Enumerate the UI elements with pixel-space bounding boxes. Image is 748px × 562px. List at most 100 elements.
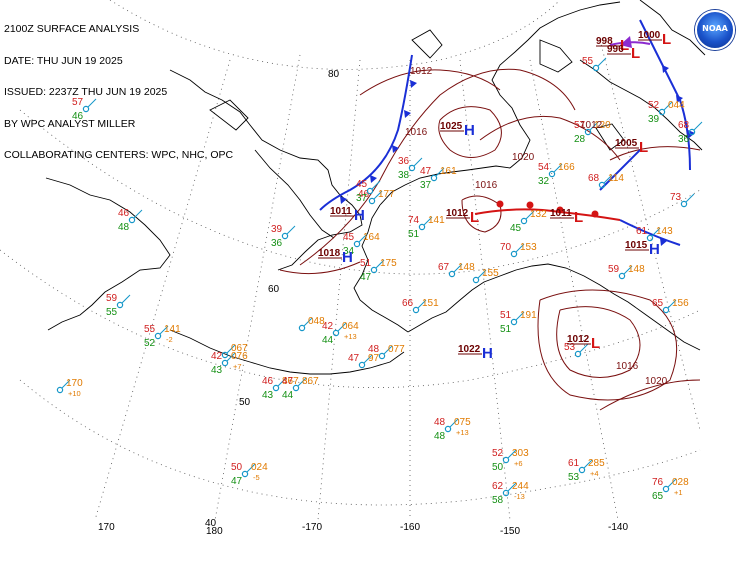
wind-barb (453, 263, 463, 273)
noaa-logo: NOAA (695, 10, 735, 50)
stations-layer: 57 46 46 48 59 55 55 141 52 -2 170+10 42 076 43 +7 46 86… (56, 56, 703, 506)
station-dewpoint: 55 (106, 307, 118, 318)
wind-barb (525, 210, 535, 220)
station-temperature: 42 (211, 351, 223, 362)
high-center-symbol: H (482, 345, 493, 362)
island-2 (539, 39, 573, 73)
occluded-front-triangle (620, 36, 632, 48)
station-dewpoint: 48 (434, 431, 446, 442)
station-circle (688, 128, 696, 136)
station-temperature: 51 (360, 258, 372, 269)
center-pressure-label: 1011 (550, 208, 572, 219)
station-pressure: 114 (608, 173, 624, 184)
cold-front-triangle (410, 80, 417, 88)
station-dewpoint: 32 (538, 176, 550, 187)
hudson-coast (579, 59, 703, 151)
kamchatka-coast (45, 177, 171, 331)
lon-label: -150 (500, 526, 520, 537)
isobar-label: 1012 (410, 66, 433, 77)
graticule (0, 0, 701, 521)
isobar-1012-north (359, 69, 501, 96)
station-circle (578, 466, 586, 474)
station-dewpoint: 51 (500, 324, 512, 335)
station-circle (272, 384, 280, 392)
fronts (319, 19, 695, 246)
wind-barb (435, 167, 445, 177)
wind-barb (413, 157, 423, 167)
station-circle (680, 200, 688, 208)
station-temperature: 65 (652, 298, 664, 309)
wind-barb (597, 57, 607, 67)
wind-barb (667, 478, 677, 488)
island-1 (411, 29, 443, 59)
station-pressure: 161 (440, 166, 457, 177)
isobar-1016 (299, 68, 576, 266)
station-circle (332, 329, 340, 337)
station-pressure: 141 (164, 324, 181, 335)
station-circle (658, 108, 666, 116)
station-circle (584, 128, 592, 136)
canada-arctic-coast (491, 1, 621, 169)
station-circle (368, 197, 376, 205)
station-circle (378, 352, 386, 360)
wind-barb (449, 418, 459, 428)
station-circle (298, 324, 306, 332)
alaska-west-coast (353, 204, 409, 333)
station-circle (502, 456, 510, 464)
station-pressure: 155 (482, 268, 499, 279)
header-line-3: ISSUED: 2237Z THU JUN 19 2025 (4, 86, 168, 98)
station-temperature: 55 (582, 56, 594, 67)
high-center-symbol: H (354, 207, 365, 224)
low-center-symbol: L (591, 335, 600, 352)
isobar-1020-south (599, 379, 701, 411)
station-dewpoint: 52 (144, 338, 156, 349)
isobar-label: 1016 (475, 180, 498, 191)
station-pressure: 044 (668, 100, 685, 111)
station-temperature: 76 (652, 477, 664, 488)
low-center-symbol: L (470, 209, 479, 226)
station-pressure: 132 (530, 209, 547, 220)
cold-front-3 (619, 219, 681, 246)
header-line-4: BY WPC ANALYST MILLER (4, 117, 136, 130)
lat-label: 50 (239, 397, 251, 408)
isobar-bering (279, 261, 361, 275)
high-center-symbol: H (342, 249, 353, 266)
wind-barb (667, 299, 677, 309)
station-temperature: 66 (402, 298, 414, 309)
station-dewpoint: 39 (648, 114, 660, 125)
warm-front-bump (591, 210, 599, 218)
station-pressure: 170 (66, 378, 83, 389)
cold-front-triangle (392, 145, 399, 153)
low-center-symbol: L (662, 31, 671, 48)
header-block: 2100Z SURFACE ANALYSIS DATE: THU JUN 19 … (4, 3, 233, 171)
center-pressure-label: 1025 (440, 121, 463, 132)
station-temperature: 70 (500, 242, 512, 253)
station-pressure: 867 (282, 376, 299, 387)
wind-barb (507, 482, 517, 492)
station-pressure: 285 (588, 458, 605, 469)
station-temperature: 54 (538, 162, 550, 173)
station-dewpoint: 53 (568, 472, 580, 483)
station-circle (472, 276, 480, 284)
cold-front-1 (319, 54, 413, 211)
station-circle (418, 223, 426, 231)
station-dewpoint: 43 (211, 365, 223, 376)
alaska-north-coast (379, 165, 511, 206)
station-pressure: 076 (231, 351, 248, 362)
station-dewpoint: 38 (398, 170, 410, 181)
wind-barb (417, 299, 427, 309)
station-circle (662, 485, 670, 493)
wind-barb (507, 449, 517, 459)
center-pressure-label: 1005 (615, 138, 638, 149)
station-circle (444, 425, 452, 433)
center-pressure-label: 998 (596, 36, 613, 47)
station-temperature: 36 (398, 156, 410, 167)
wind-barb (87, 98, 97, 108)
center-pressure-label: 1000 (638, 30, 661, 41)
header-line-5: COLLABORATING CENTERS: WPC, NHC, OPC (4, 149, 234, 161)
wind-barb (363, 354, 373, 364)
station-temperature: 51 (500, 310, 512, 321)
lon-label: -160 (400, 522, 420, 533)
wind-barb (685, 193, 695, 203)
header-line-2: DATE: THU JUN 19 2025 (4, 54, 123, 67)
